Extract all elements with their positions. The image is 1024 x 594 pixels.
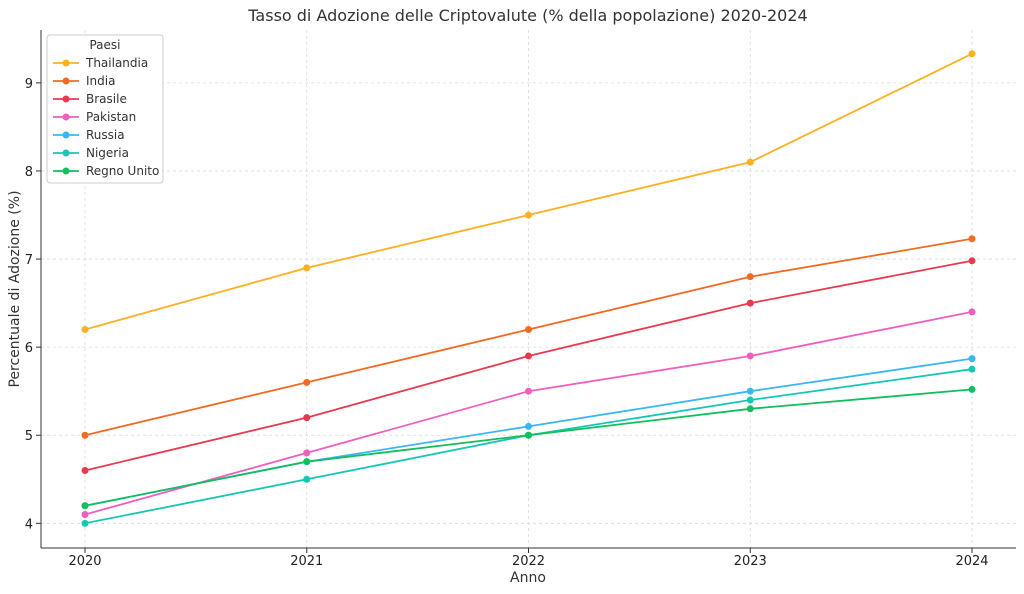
y-tick-label: 6 [25, 341, 33, 356]
y-axis-label: Percentuale di Adozione (%) [7, 190, 23, 387]
data-point [303, 475, 311, 483]
legend: Paesi Thailandia India Brasile Pakistan Russ… [46, 34, 164, 184]
data-point [81, 519, 89, 527]
data-point [81, 466, 89, 474]
data-point [81, 326, 89, 334]
x-tick-label: 2021 [290, 554, 323, 569]
legend-swatch-marker [62, 149, 70, 157]
ticks: 2020 2021 2022 2023 2024 4 5 6 7 8 9 [25, 77, 989, 569]
data-point [81, 431, 89, 439]
legend-swatch-marker [62, 77, 70, 85]
legend-item: Thailandia [53, 56, 148, 70]
data-point [746, 396, 754, 404]
legend-item: Brasile [53, 92, 127, 106]
data-point [303, 378, 311, 386]
data-point [525, 431, 532, 439]
data-point [968, 235, 976, 243]
data-point [968, 257, 976, 265]
legend-box [46, 34, 164, 184]
data-point [968, 308, 976, 316]
series-thailandia [81, 50, 976, 334]
series-pakistan [81, 308, 976, 519]
legend-label: India [86, 74, 115, 88]
series-brasile [81, 257, 976, 474]
data-point [968, 355, 976, 363]
data-point [746, 387, 754, 395]
legend-swatch-marker [62, 131, 70, 139]
legend-swatch-marker [62, 59, 70, 67]
legend-label: Brasile [86, 92, 127, 106]
series-layer [81, 50, 976, 527]
y-tick-label: 7 [25, 253, 33, 268]
x-tick-label: 2020 [68, 554, 101, 569]
legend-swatch-marker [62, 167, 70, 175]
data-point [303, 458, 311, 466]
x-tick-label: 2023 [734, 554, 767, 569]
series-regno-unito [81, 385, 976, 510]
data-point [968, 365, 976, 373]
series-india [81, 235, 976, 439]
x-tick-label: 2024 [955, 554, 988, 569]
x-axis-label: Anno [510, 570, 546, 586]
data-point [746, 299, 754, 307]
data-point [968, 50, 976, 58]
y-tick-label: 9 [25, 77, 33, 92]
legend-title: Paesi [89, 38, 120, 52]
legend-label: Nigeria [86, 146, 129, 160]
chart-title: Tasso di Adozione delle Criptovalute (% … [247, 6, 807, 25]
data-point [525, 387, 532, 395]
legend-item: India [53, 74, 115, 88]
legend-label: Pakistan [86, 110, 136, 124]
data-point [303, 414, 311, 422]
data-point [525, 422, 532, 430]
data-point [746, 405, 754, 413]
data-point [303, 449, 311, 457]
legend-swatch-marker [62, 113, 70, 121]
y-tick-label: 5 [25, 429, 33, 444]
legend-label: Russia [86, 128, 125, 142]
data-point [81, 502, 89, 510]
y-tick-label: 8 [25, 165, 33, 180]
data-point [746, 158, 754, 166]
grid [41, 30, 1016, 548]
data-point [81, 511, 89, 519]
data-point [525, 326, 532, 334]
x-tick-label: 2022 [512, 554, 545, 569]
y-tick-label: 4 [25, 517, 33, 532]
legend-item: Pakistan [53, 110, 136, 124]
legend-item: Regno Unito [53, 164, 159, 178]
data-point [746, 352, 754, 360]
legend-item: Russia [53, 128, 125, 142]
data-point [303, 264, 311, 272]
data-point [968, 385, 976, 393]
data-point [525, 211, 532, 219]
legend-label: Thailandia [85, 56, 148, 70]
data-point [525, 352, 532, 360]
data-point [746, 273, 754, 281]
legend-swatch-marker [62, 95, 70, 103]
legend-item: Nigeria [53, 146, 129, 160]
legend-label: Regno Unito [86, 164, 159, 178]
